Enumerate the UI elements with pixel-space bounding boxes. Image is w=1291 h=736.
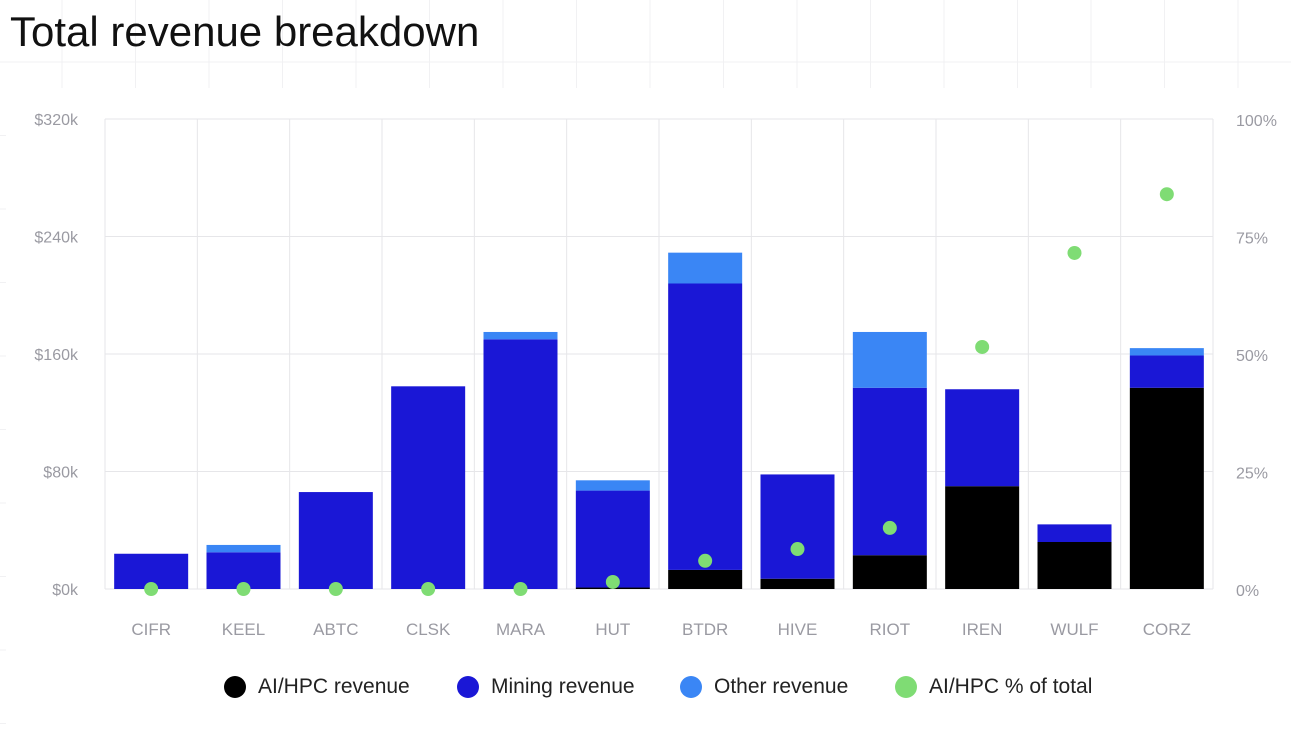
bar-ai-hpc-iren	[945, 486, 1020, 589]
y-tick-label-left: $240k	[34, 230, 79, 247]
bar-other-hut	[575, 480, 650, 491]
x-tick-label: IREN	[962, 620, 1003, 639]
pct-point-cifr	[144, 582, 159, 596]
legend-item-other-revenue: Other revenue	[680, 672, 848, 702]
y-tick-label-left: $80k	[43, 465, 79, 482]
legend-label-other-revenue: Other revenue	[714, 675, 849, 698]
x-tick-label: CORZ	[1143, 620, 1191, 639]
pct-point-hive	[790, 542, 805, 557]
bar-mining-iren	[945, 389, 1020, 487]
legend-label-ai-hpc-pct: AI/HPC % of total	[929, 675, 1093, 698]
pct-point-iren	[975, 339, 990, 354]
y-tick-label-left: $160k	[34, 347, 79, 364]
legend-swatch-ai-hpc-pct	[895, 676, 917, 698]
legend-swatch-ai-hpc-revenue	[224, 676, 246, 698]
x-tick-label: CIFR	[131, 620, 171, 639]
chart-card	[6, 88, 1291, 736]
x-tick-label: HIVE	[778, 620, 818, 639]
x-tick-label: MARA	[496, 620, 546, 639]
bar-other-corz	[1129, 348, 1204, 356]
legend-swatch-mining-revenue	[457, 676, 479, 698]
pct-point-wulf	[1067, 245, 1082, 260]
bar-ai-hpc-btdr	[668, 569, 743, 589]
bar-mining-btdr	[668, 283, 743, 570]
y-tick-label-left: $0k	[52, 582, 79, 599]
bar-mining-hive	[760, 474, 835, 579]
y-tick-label-right: 0%	[1236, 583, 1259, 600]
legend-item-ai-hpc-revenue: AI/HPC revenue	[224, 672, 410, 702]
pct-point-btdr	[698, 553, 713, 568]
y-tick-label-left: $320k	[34, 112, 79, 129]
bar-other-keel	[206, 544, 281, 553]
x-tick-label: ABTC	[313, 620, 358, 639]
page-title: Total revenue breakdown	[10, 8, 480, 55]
bar-mining-mara	[483, 339, 558, 589]
bar-mining-corz	[1129, 355, 1204, 388]
pct-point-mara	[513, 582, 528, 596]
y-tick-label-right: 50%	[1236, 348, 1268, 365]
bar-other-mara	[483, 331, 558, 340]
pct-point-abtc	[328, 582, 343, 596]
x-tick-label: CLSK	[406, 620, 451, 639]
pct-point-keel	[236, 582, 251, 596]
bar-ai-hpc-corz	[1129, 387, 1204, 589]
legend-label-ai-hpc-revenue: AI/HPC revenue	[258, 675, 410, 698]
x-tick-label: WULF	[1050, 620, 1098, 639]
pct-point-hut	[605, 574, 620, 589]
pct-point-corz	[1159, 187, 1174, 202]
pct-point-riot	[882, 520, 897, 535]
bar-mining-clsk	[391, 386, 466, 589]
bar-mining-hut	[575, 490, 650, 588]
legend-item-mining-revenue: Mining revenue	[457, 672, 635, 702]
bar-other-riot	[852, 331, 927, 388]
chart-legend: AI/HPC revenue Mining revenue Other reve…	[0, 672, 1291, 702]
x-tick-label: KEEL	[222, 620, 265, 639]
bar-ai-hpc-riot	[852, 555, 927, 589]
legend-swatch-other-revenue	[680, 676, 702, 698]
legend-item-ai-hpc-pct: AI/HPC % of total	[895, 672, 1092, 702]
x-tick-label: HUT	[595, 620, 630, 639]
x-tick-label: BTDR	[682, 620, 728, 639]
bar-mining-wulf	[1037, 524, 1112, 542]
y-tick-label-right: 25%	[1236, 466, 1268, 483]
bar-other-btdr	[668, 252, 743, 284]
bar-ai-hpc-wulf	[1037, 542, 1112, 589]
y-tick-label-right: 75%	[1236, 231, 1268, 248]
pct-point-clsk	[421, 582, 436, 596]
y-tick-label-right: 100%	[1236, 113, 1277, 130]
bar-ai-hpc-hive	[760, 578, 835, 589]
legend-label-mining-revenue: Mining revenue	[491, 675, 635, 698]
bar-mining-abtc	[298, 492, 373, 589]
x-tick-label: RIOT	[870, 620, 911, 639]
